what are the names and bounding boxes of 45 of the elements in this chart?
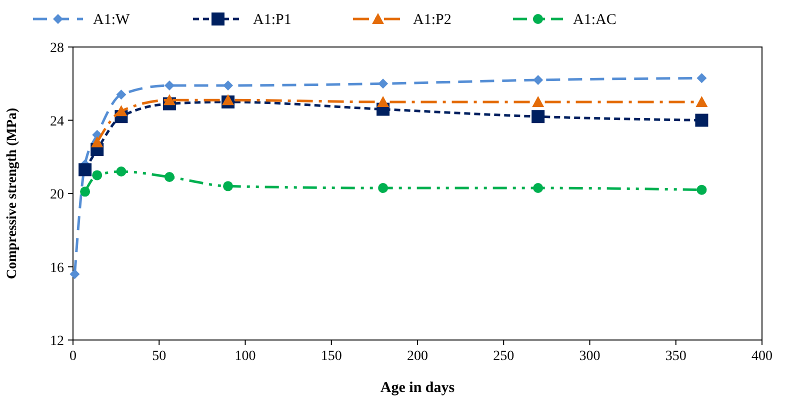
x-axis-title: Age in days [380,380,455,396]
point [115,105,128,116]
y-tick-label: 28 [50,41,64,56]
x-tick-label: 250 [493,349,514,364]
x-tick-label: 100 [234,349,256,364]
x-tick-label: 200 [407,349,428,364]
point [532,96,544,107]
point [116,90,126,100]
point [696,73,707,84]
y-tick-label: 12 [50,334,64,349]
x-tick-label: 400 [752,349,772,364]
legend-label: A1:P2 [413,12,452,28]
point [377,96,390,107]
point [163,94,176,106]
point [80,186,90,197]
y-axis-title: Compressive strength (MPa) [5,107,20,280]
point [378,78,388,89]
point [91,136,104,148]
point [70,269,80,280]
point [696,96,708,107]
legend-label: A1:AC [573,12,616,28]
point [116,166,126,177]
point [223,80,234,90]
x-tick-label: 0 [70,349,76,364]
point [695,114,708,127]
point [696,184,707,195]
x-tick-label: 350 [665,349,686,364]
legend-label: A1:P1 [253,12,292,28]
legend-label: A1:W [93,12,130,28]
y-tick-label: 24 [50,114,64,130]
point [164,172,174,182]
point [533,74,544,85]
point [532,110,545,124]
point [78,163,92,176]
point [378,183,388,194]
point [223,181,234,192]
y-tick-label: 20 [50,188,64,202]
point [222,94,234,106]
x-tick-label: 300 [579,349,600,364]
x-tick-label: 150 [320,349,342,364]
y-tick-label: 16 [50,260,64,276]
x-tick-label: 50 [152,349,166,364]
point [533,183,544,194]
point [92,170,102,180]
point [164,80,174,90]
